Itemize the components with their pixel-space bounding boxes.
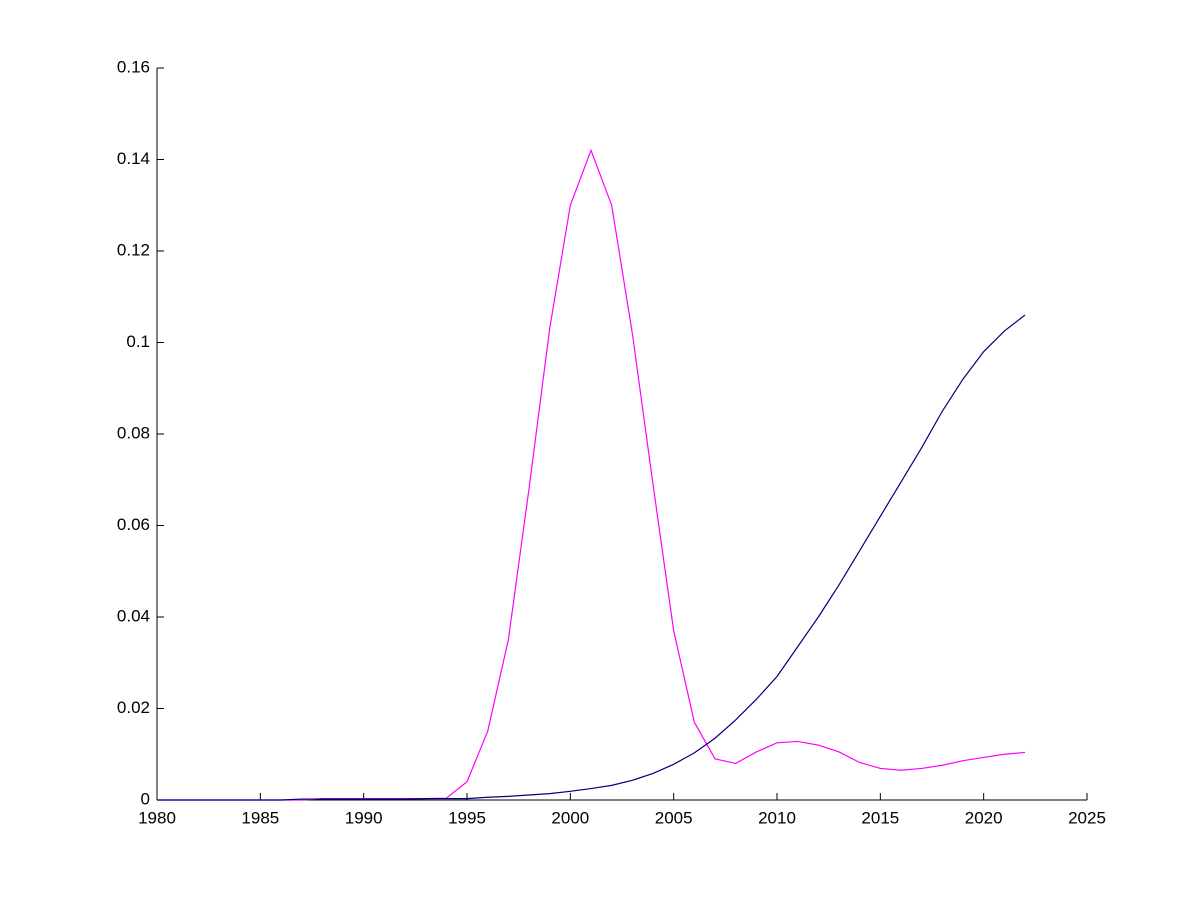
y-tick-label: 0.14 — [117, 149, 150, 168]
x-tick-label: 1990 — [345, 808, 383, 827]
y-tick-label: 0.02 — [117, 698, 150, 717]
x-tick-label: 2000 — [551, 808, 589, 827]
y-tick-label: 0.1 — [126, 332, 150, 351]
y-tick-label: 0.04 — [117, 606, 150, 625]
x-tick-label: 2015 — [861, 808, 899, 827]
x-tick-label: 2020 — [965, 808, 1003, 827]
line-series — [157, 148, 1026, 801]
line-series — [157, 314, 1026, 801]
x-tick-label: 1980 — [138, 808, 176, 827]
x-tick-label: 2025 — [1068, 808, 1106, 827]
y-tick-label: 0.12 — [117, 240, 150, 259]
x-tick-label: 2010 — [758, 808, 796, 827]
x-tick-label: 1995 — [448, 808, 486, 827]
y-tick-label: 0 — [141, 789, 150, 808]
y-tick-label: 0.16 — [117, 57, 150, 76]
x-tick-label: 1985 — [241, 808, 279, 827]
y-tick-label: 0.06 — [117, 515, 150, 534]
y-tick-label: 0.08 — [117, 423, 150, 442]
x-tick-label: 2005 — [655, 808, 693, 827]
